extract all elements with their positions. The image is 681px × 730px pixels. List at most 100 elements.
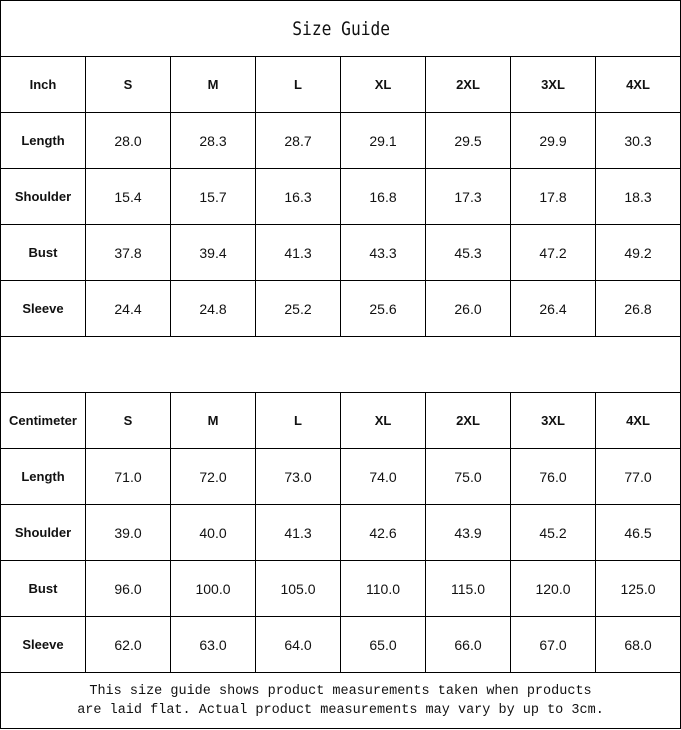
table-row: Length 28.0 28.3 28.7 29.1 29.5 29.9 30.3 <box>0 112 681 169</box>
measurement-cell: 62.0 <box>85 616 171 673</box>
size-header: 3XL <box>510 392 596 449</box>
measurement-cell: 120.0 <box>510 560 596 617</box>
measurement-cell: 74.0 <box>340 448 426 505</box>
measurement-cell: 17.3 <box>425 168 511 225</box>
measurement-cell: 16.8 <box>340 168 426 225</box>
size-header: 3XL <box>510 56 596 113</box>
measurement-cell: 72.0 <box>170 448 256 505</box>
measurement-cell: 110.0 <box>340 560 426 617</box>
measurement-cell: 24.4 <box>85 280 171 337</box>
size-header: 4XL <box>594 56 681 113</box>
measurement-cell: 25.6 <box>340 280 426 337</box>
measurement-cell: 67.0 <box>510 616 596 673</box>
measurement-cell: 25.2 <box>255 280 341 337</box>
measurement-cell: 39.4 <box>170 224 256 281</box>
measurement-cell: 76.0 <box>510 448 596 505</box>
size-header: L <box>255 56 341 113</box>
table-row: Shoulder 15.4 15.7 16.3 16.8 17.3 17.8 18.3 <box>0 168 681 225</box>
table-row: Sleeve 62.0 63.0 64.0 65.0 66.0 67.0 68.0 <box>0 616 681 673</box>
measurement-cell: 18.3 <box>594 168 681 225</box>
table-row: Length 71.0 72.0 73.0 74.0 75.0 76.0 77.0 <box>0 448 681 505</box>
measurement-cell: 125.0 <box>594 560 681 617</box>
row-label: Bust <box>0 224 86 281</box>
measurement-cell: 47.2 <box>510 224 596 281</box>
measurement-cell: 105.0 <box>255 560 341 617</box>
measurement-cell: 100.0 <box>170 560 256 617</box>
measurement-cell: 29.9 <box>510 112 596 169</box>
size-header: XL <box>340 56 426 113</box>
row-label: Bust <box>0 560 86 617</box>
measurement-cell: 45.3 <box>425 224 511 281</box>
size-header: XL <box>340 392 426 449</box>
measurement-cell: 15.4 <box>85 168 171 225</box>
measurement-cell: 43.3 <box>340 224 426 281</box>
table-row: Shoulder 39.0 40.0 41.3 42.6 43.9 45.2 46.5 <box>0 504 681 561</box>
measurement-cell: 28.7 <box>255 112 341 169</box>
measurement-cell: 75.0 <box>425 448 511 505</box>
size-header: 4XL <box>594 392 681 449</box>
measurement-cell: 28.3 <box>170 112 256 169</box>
measurement-cell: 63.0 <box>170 616 256 673</box>
footnote: This size guide shows product measuremen… <box>0 672 681 729</box>
measurement-cell: 16.3 <box>255 168 341 225</box>
title-text: Size Guide <box>291 17 390 40</box>
unit-header: Inch <box>0 56 86 113</box>
measurement-cell: 15.7 <box>170 168 256 225</box>
footnote-line: This size guide shows product measuremen… <box>89 683 592 699</box>
size-header: M <box>170 56 256 113</box>
measurement-cell: 28.0 <box>85 112 171 169</box>
note-row: This size guide shows product measuremen… <box>0 672 681 729</box>
measurement-cell: 66.0 <box>425 616 511 673</box>
table-row: Bust 37.8 39.4 41.3 43.3 45.3 47.2 49.2 <box>0 224 681 281</box>
measurement-cell: 26.8 <box>594 280 681 337</box>
measurement-cell: 71.0 <box>85 448 171 505</box>
row-label: Sleeve <box>0 616 86 673</box>
measurement-cell: 29.5 <box>425 112 511 169</box>
header-row: Centimeter S M L XL 2XL 3XL 4XL <box>0 392 681 449</box>
row-label: Length <box>0 112 86 169</box>
measurement-cell: 26.0 <box>425 280 511 337</box>
table-row: Bust 96.0 100.0 105.0 110.0 115.0 120.0 125.0 <box>0 560 681 617</box>
spacer-cell <box>0 336 681 393</box>
title-row: Size Guide <box>1 0 681 57</box>
measurement-cell: 37.8 <box>85 224 171 281</box>
measurement-cell: 68.0 <box>594 616 681 673</box>
measurement-cell: 41.3 <box>255 504 341 561</box>
measurement-cell: 29.1 <box>340 112 426 169</box>
unit-header: Centimeter <box>0 392 86 449</box>
measurement-cell: 39.0 <box>85 504 171 561</box>
page-title: Size Guide <box>34 0 647 57</box>
measurement-cell: 30.3 <box>594 112 681 169</box>
measurement-cell: 65.0 <box>340 616 426 673</box>
table-row: Sleeve 24.4 24.8 25.2 25.6 26.0 26.4 26.8 <box>0 280 681 337</box>
size-header: S <box>85 56 171 113</box>
measurement-cell: 43.9 <box>425 504 511 561</box>
measurement-cell: 26.4 <box>510 280 596 337</box>
row-label: Sleeve <box>0 280 86 337</box>
spacer-row <box>0 336 681 393</box>
measurement-cell: 46.5 <box>594 504 681 561</box>
size-header: 2XL <box>425 392 511 449</box>
measurement-cell: 41.3 <box>255 224 341 281</box>
measurement-cell: 45.2 <box>510 504 596 561</box>
measurement-cell: 42.6 <box>340 504 426 561</box>
measurement-cell: 96.0 <box>85 560 171 617</box>
measurement-cell: 73.0 <box>255 448 341 505</box>
row-label: Shoulder <box>0 504 86 561</box>
size-header: 2XL <box>425 56 511 113</box>
measurement-cell: 64.0 <box>255 616 341 673</box>
footnote-line: are laid flat. Actual product measuremen… <box>77 702 604 718</box>
measurement-cell: 49.2 <box>594 224 681 281</box>
measurement-cell: 40.0 <box>170 504 256 561</box>
size-header: S <box>85 392 171 449</box>
size-header: L <box>255 392 341 449</box>
measurement-cell: 17.8 <box>510 168 596 225</box>
measurement-cell: 24.8 <box>170 280 256 337</box>
row-label: Shoulder <box>0 168 86 225</box>
size-header: M <box>170 392 256 449</box>
measurement-cell: 115.0 <box>425 560 511 617</box>
header-row: Inch S M L XL 2XL 3XL 4XL <box>0 56 681 113</box>
row-label: Length <box>0 448 86 505</box>
measurement-cell: 77.0 <box>594 448 681 505</box>
